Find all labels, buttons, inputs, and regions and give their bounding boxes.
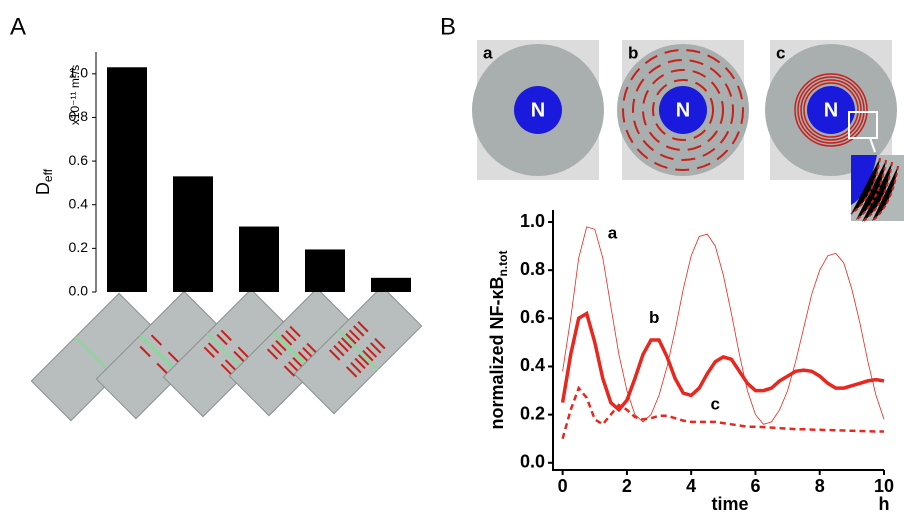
axes [552, 210, 884, 471]
x-tick-label: 6 [750, 476, 760, 496]
y-tick-label: 0.0 [520, 452, 545, 472]
x-tick-label: 8 [815, 476, 825, 496]
y-tick-label: 0.8 [520, 259, 545, 279]
cell-a [472, 40, 604, 180]
nucleus-label: N [531, 99, 545, 121]
bar [107, 67, 147, 292]
series-label: a [608, 224, 618, 243]
y-axis-title-sub: eff [41, 168, 55, 182]
strip-schematics [30, 285, 423, 422]
x-tick-label: 4 [686, 476, 696, 496]
y-axis-title-main: normalized NF-κB [487, 276, 507, 429]
y-axis-title-sub: n.tot [496, 250, 510, 276]
y-axis-unit: x10⁻¹¹ m²/s [68, 65, 82, 125]
cell-c [765, 40, 904, 223]
series-line [561, 385, 884, 440]
strip [293, 285, 423, 415]
y-tick-label: 0.4 [520, 355, 545, 375]
x-tick-label: 10 [874, 476, 894, 496]
cell-label: c [776, 43, 785, 62]
y-tick-label: 1.0 [520, 211, 545, 231]
y-tick-label: 0.2 [69, 239, 89, 255]
y-tick-label: 1.0 [69, 65, 89, 81]
bar [371, 277, 411, 292]
y-axis-title-main: D [33, 182, 53, 195]
cell-label: a [483, 43, 493, 62]
x-axis-unit: h [879, 494, 890, 514]
series-label: c [711, 394, 720, 413]
y-tick-label: 0.6 [69, 152, 89, 168]
y-axis-title: normalized NF-κBn.tot [487, 250, 510, 429]
y-tick-label: 0.4 [69, 195, 89, 211]
bar [173, 176, 213, 292]
x-axis-title: time [711, 494, 748, 514]
y-tick-label: 0.0 [69, 283, 89, 299]
bar [305, 249, 345, 292]
series-line [562, 226, 885, 425]
cell-b [617, 40, 749, 180]
y-axis-title: Deff [33, 168, 55, 195]
y-tick-label: 0.6 [520, 307, 545, 327]
panel-label: A [10, 13, 26, 40]
x-tick-label: 2 [622, 476, 632, 496]
x-tick-label: 0 [558, 476, 568, 496]
y-tick-label: 0.2 [520, 403, 545, 423]
nucleus-label: N [824, 99, 838, 121]
nucleus-label: N [676, 99, 690, 121]
bar [239, 226, 279, 292]
y-tick-label: 0.8 [69, 108, 89, 124]
series-line [560, 310, 885, 413]
cell-label: b [628, 43, 638, 62]
panel-label: B [440, 13, 456, 40]
series-label: b [649, 308, 659, 327]
